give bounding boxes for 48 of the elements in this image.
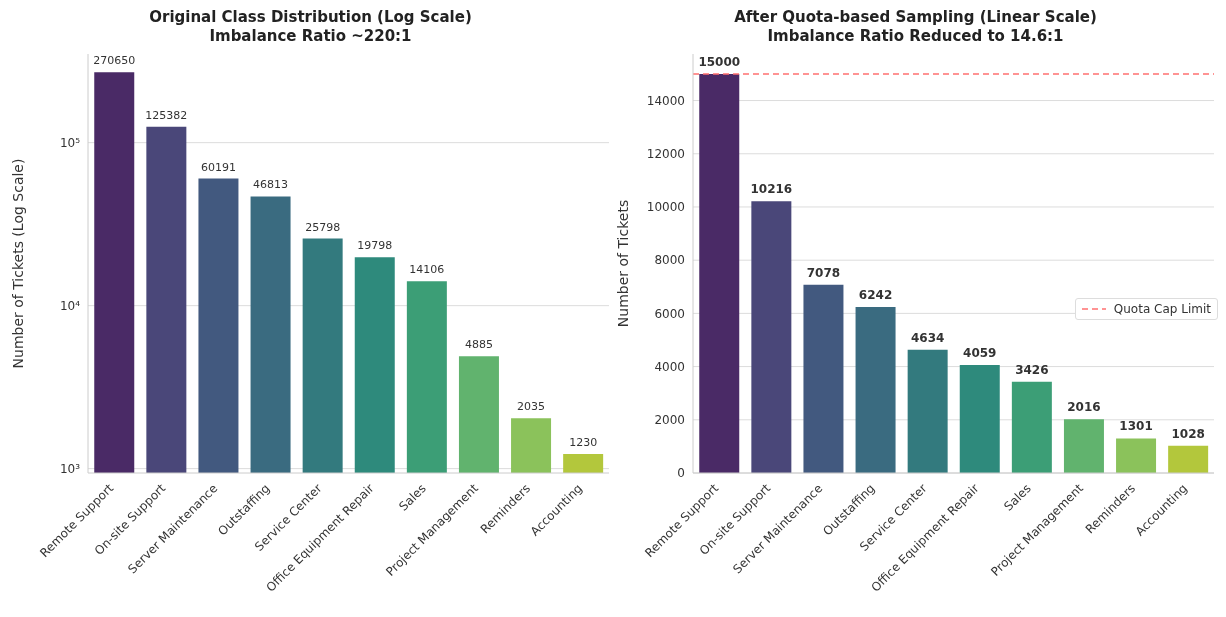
data-label: 46813 [253, 178, 289, 192]
bar [855, 306, 896, 473]
data-label: 10216 [750, 182, 793, 197]
data-label: 2035 [517, 400, 546, 414]
bar [1011, 381, 1052, 473]
bar [751, 201, 792, 473]
data-label: 2016 [1067, 400, 1101, 415]
bar [803, 284, 844, 473]
data-label: 4059 [963, 346, 997, 361]
y-tick-label: 10³ [59, 461, 81, 476]
data-label: 25798 [305, 220, 341, 234]
y-axis-title: Number of Tickets [614, 199, 631, 328]
data-label: 1028 [1171, 426, 1205, 441]
y-tick-label: 14000 [646, 93, 685, 108]
y-tick-label: 6000 [654, 306, 685, 321]
y-tick-label: 0 [677, 466, 685, 481]
chart-subtitle: Imbalance Ratio ~220:1 [208, 27, 413, 46]
y-tick-label: 10000 [646, 200, 685, 215]
bar [1063, 419, 1104, 473]
y-axis-title: Number of Tickets (Log Scale) [9, 158, 26, 369]
chart-title: After Quota-based Sampling (Linear Scale) [733, 8, 1098, 27]
y-tick-label: 12000 [646, 147, 685, 162]
data-label: 1301 [1119, 419, 1153, 434]
chart-subtitle: Imbalance Ratio Reduced to 14.6:1 [766, 27, 1065, 46]
bar [1116, 438, 1157, 473]
data-label: 270650 [93, 54, 136, 68]
data-label: 15000 [698, 54, 741, 69]
chart-title: Original Class Distribution (Log Scale) [148, 8, 473, 27]
y-tick-label: 2000 [654, 413, 685, 428]
data-label: 14106 [409, 263, 445, 277]
data-label: 4885 [464, 338, 493, 352]
data-label: 60191 [200, 160, 236, 174]
legend-label: Quota Cap Limit [1113, 302, 1211, 316]
data-label: 7078 [806, 265, 841, 280]
data-label: 1230 [569, 435, 598, 449]
data-label: 6242 [858, 287, 893, 302]
bar [1168, 445, 1209, 473]
data-label: 125382 [145, 108, 188, 122]
y-tick-label: 10⁴ [59, 298, 81, 313]
y-tick-label: 10⁵ [59, 135, 81, 150]
y-tick-label: 4000 [654, 359, 685, 374]
bar [907, 349, 948, 473]
bar [959, 365, 1000, 473]
bar [699, 73, 740, 473]
data-label: 19798 [357, 239, 393, 253]
y-tick-label: 8000 [654, 253, 685, 268]
data-label: 3426 [1015, 362, 1049, 377]
data-label: 4634 [910, 330, 945, 345]
